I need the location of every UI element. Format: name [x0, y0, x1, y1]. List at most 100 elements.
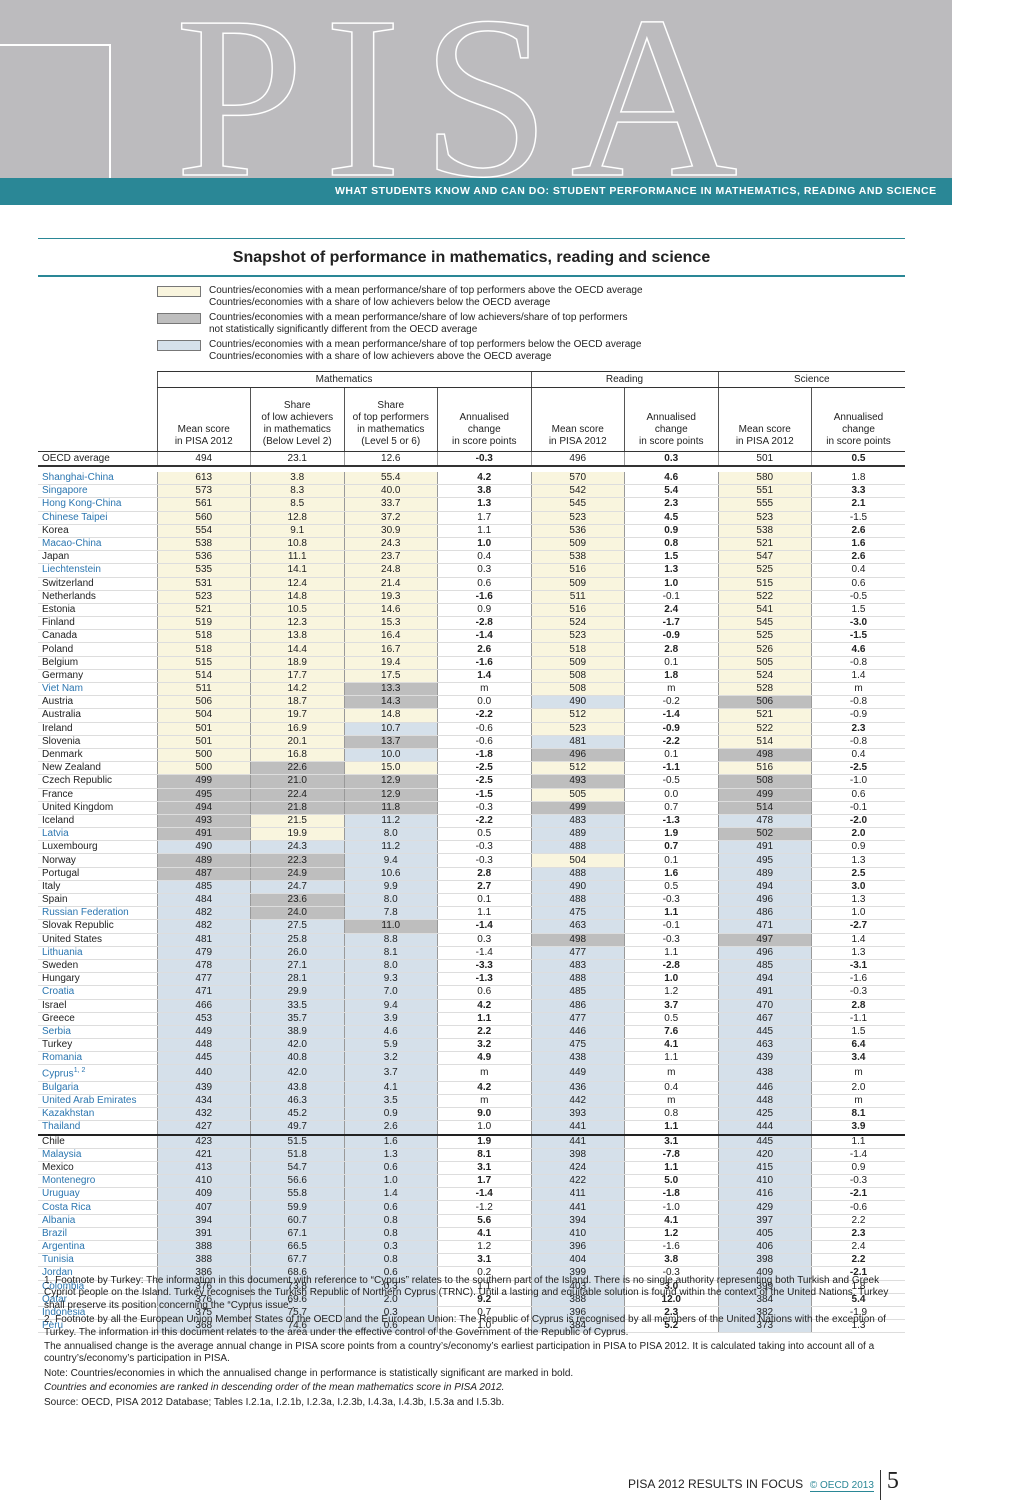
- cell-value: 0.9: [343, 1107, 438, 1122]
- cell-value: 17.7: [250, 669, 344, 684]
- country-name: Kazakhstan: [38, 1107, 157, 1122]
- cell-value: -1.4: [437, 629, 531, 644]
- country-name: United States: [38, 933, 157, 947]
- cell-value: 0.6: [811, 788, 905, 802]
- table-row: Singapore 573 8.3 40.0 3.8 542 5.4 551 3.3: [38, 484, 905, 499]
- cell-value: -1.5: [811, 511, 905, 525]
- cell-value: 10.8: [250, 537, 344, 552]
- cell-value: 18.9: [250, 656, 344, 670]
- cell-value: 434: [156, 1094, 251, 1109]
- table-row: New Zealand 500 22.6 15.0 -2.5 512 -1.1 516 -2.5: [38, 761, 905, 776]
- cell-value: 7.0: [343, 985, 438, 1000]
- table-row: Germany 514 17.7 17.5 1.4 508 1.8 524 1.4: [38, 669, 905, 684]
- cell-value: 485: [156, 880, 251, 895]
- cell-value: 491: [717, 840, 812, 855]
- cell-value: -1.6: [437, 656, 531, 670]
- country-name: Ireland: [38, 722, 157, 736]
- cell-value: 23.6: [250, 893, 344, 908]
- cell-value: 438: [530, 1051, 625, 1066]
- cell-value: -0.3: [811, 985, 905, 1000]
- cell-value: 415: [717, 1161, 812, 1176]
- cell-value: 487: [156, 867, 251, 881]
- cell-value: -2.7: [811, 919, 905, 934]
- country-name: Denmark: [38, 748, 157, 763]
- cell-value: 3.0: [624, 1280, 718, 1294]
- table-row: Poland 518 14.4 16.7 2.6 518 2.8 526 4.6: [38, 642, 905, 657]
- cell-value: 1.3: [811, 946, 905, 960]
- cell-value: 22.3: [250, 853, 344, 868]
- cell-value: 475: [530, 906, 625, 921]
- table-row: United States 481 25.8 8.8 0.3 498 -0.3 497 1.4: [38, 933, 905, 947]
- cell-value: -3.1: [811, 959, 905, 974]
- cell-value: -0.6: [811, 1200, 905, 1215]
- cell-value: 521: [717, 537, 812, 552]
- cell-value: 3.1: [624, 1133, 718, 1149]
- cell-value: 14.1: [250, 563, 344, 578]
- cell-value: 14.4: [250, 642, 344, 657]
- cell-value: 2.0: [811, 827, 905, 842]
- cell-value: 1.1: [624, 1120, 718, 1136]
- cell-value: 68.6: [250, 1266, 344, 1281]
- cell-value: 555: [717, 497, 812, 512]
- cell-value: 516: [530, 563, 625, 578]
- cell-value: 4.6: [624, 472, 718, 486]
- cell-value: 489: [156, 853, 251, 868]
- cell-value: 0.7: [437, 1306, 531, 1321]
- cell-value: -3.3: [437, 959, 531, 974]
- cell-value: 2.8: [437, 867, 531, 881]
- cell-value: 506: [156, 695, 251, 710]
- cell-value: 423: [156, 1133, 251, 1149]
- table-row: Macao-China 538 10.8 24.3 1.0 509 0.8 521 1.6: [38, 537, 905, 552]
- cell-value: -0.5: [624, 774, 718, 789]
- cell-value: 4.2: [437, 999, 531, 1013]
- cell-value: 498: [717, 748, 812, 763]
- cell-value: 4.1: [624, 1038, 718, 1053]
- cell-value: 519: [156, 616, 251, 631]
- cell-value: 4.9: [437, 1051, 531, 1066]
- legend-line: Countries/economies with a mean performa…: [209, 339, 642, 350]
- cell-value: 40.0: [343, 484, 438, 499]
- cell-value: m: [437, 1064, 531, 1082]
- cell-value: 51.8: [250, 1148, 344, 1162]
- cell-value: 0.5: [437, 827, 531, 842]
- cell-value: 3.3: [811, 484, 905, 499]
- cell-value: 525: [717, 563, 812, 578]
- country-name: United Kingdom: [38, 801, 157, 815]
- cell-value: 1.1: [624, 946, 718, 960]
- cell-value: 491: [156, 827, 251, 842]
- table-row: OECD average 494 23.1 12.6 -0.3 496 0.3 501 0.5: [38, 451, 905, 467]
- country-name: Iceland: [38, 814, 157, 829]
- cell-value: -0.8: [811, 735, 905, 749]
- cell-value: 5.9: [343, 1038, 438, 1053]
- cell-value: 1.6: [811, 537, 905, 552]
- cell-value: 46.3: [250, 1094, 344, 1109]
- table-row: Peru 368 74.6 0.6 1.0 384 5.2 373 1.3: [38, 1319, 905, 1334]
- cell-value: 3.8: [250, 472, 344, 486]
- column-header: Share of top performers in mathematics (…: [343, 387, 438, 452]
- country-name: Sweden: [38, 959, 157, 974]
- cell-value: 11.8: [343, 801, 438, 815]
- cell-value: 0.9: [624, 524, 718, 538]
- cell-value: 1.0: [437, 1319, 531, 1334]
- cell-value: 10.5: [250, 603, 344, 618]
- cell-value: 16.4: [343, 629, 438, 644]
- cell-value: 0.9: [437, 603, 531, 618]
- cell-value: 21.8: [250, 801, 344, 815]
- cell-value: 13.3: [343, 682, 438, 697]
- cell-value: 438: [717, 1064, 812, 1082]
- cell-value: 397: [717, 1214, 812, 1228]
- cell-value: 12.4: [250, 577, 344, 591]
- footnote: Countries and economies are ranked in de…: [44, 1382, 505, 1394]
- cell-value: 523: [717, 511, 812, 525]
- table-row: Croatia 471 29.9 7.0 0.6 485 1.2 491 -0.3: [38, 985, 905, 1000]
- cell-value: 449: [530, 1064, 625, 1082]
- cell-value: 573: [156, 484, 251, 499]
- cell-value: 19.4: [343, 656, 438, 670]
- table-row: Viet Nam 511 14.2 13.3 m 508 m 528 m: [38, 682, 905, 697]
- cell-value: -0.3: [624, 1266, 718, 1281]
- cell-value: 1.4: [811, 933, 905, 947]
- table-row: Chinese Taipei 560 12.8 37.2 1.7 523 4.5 523 -1.…: [38, 511, 905, 525]
- cell-value: 410: [156, 1174, 251, 1189]
- cell-value: 466: [156, 999, 251, 1013]
- cell-value: 471: [156, 985, 251, 1000]
